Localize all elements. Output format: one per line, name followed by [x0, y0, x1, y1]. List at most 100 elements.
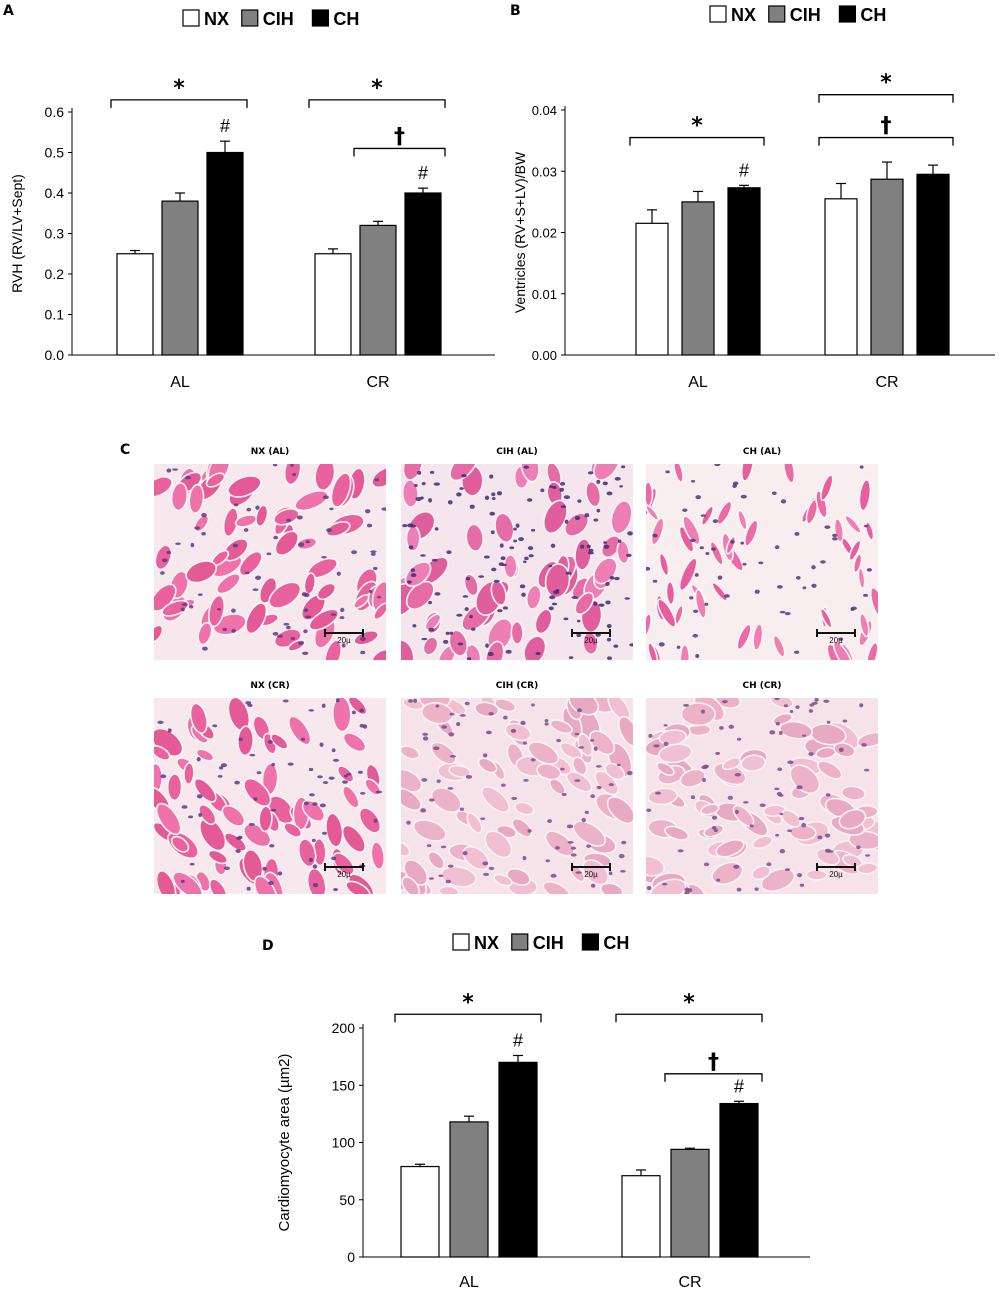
hash-annotation: # — [739, 160, 749, 180]
legend: NX CIH CH — [709, 5, 886, 25]
bar-al-nx — [400, 1165, 440, 1258]
micrograph-title: CIH (AL) — [496, 447, 538, 457]
y-tick-label: 200 — [332, 1020, 356, 1036]
tissue-image — [401, 698, 633, 894]
x-tick-label: CR — [875, 374, 898, 391]
y-tick-label: 0.3 — [45, 226, 65, 242]
scale-label: 20µ — [829, 870, 843, 879]
y-axis-label: Cardiomyocyte area (µm2) — [276, 1054, 293, 1232]
micrograph-title: NX (CR) — [250, 681, 290, 691]
chart-ventricles-bw: NX CIH CH 0.00 0.01 0.02 0.03 0.04 Ventricles (R… — [512, 5, 995, 391]
y-tick-label: 50 — [339, 1192, 355, 1208]
dagger-annotation: † — [881, 114, 892, 139]
y-axis-label: RVH (RV/LV+Sept) — [9, 174, 25, 293]
legend-label: NX — [731, 5, 756, 25]
panel-label-c: C — [120, 442, 131, 458]
significance-bracket — [664, 1073, 763, 1082]
bar-cr-nx — [824, 198, 858, 356]
significance-bracket — [818, 136, 954, 146]
legend-swatch — [311, 9, 329, 27]
bar-al-ch — [498, 1061, 538, 1258]
dagger-annotation: † — [708, 1050, 719, 1075]
significance-bracket — [818, 94, 954, 103]
dagger-annotation: † — [394, 124, 405, 149]
bar-al-cih — [449, 1121, 489, 1258]
asterisk-annotation: * — [173, 76, 185, 101]
significance-bracket — [353, 147, 446, 157]
bar-al-ch — [727, 187, 761, 356]
legend-swatch — [511, 933, 529, 951]
x-tick-label: AL — [459, 1274, 479, 1291]
legend-item-ch: CH — [311, 9, 359, 29]
y-tick-label: 0 — [347, 1249, 355, 1265]
y-tick-label: 0.02 — [532, 226, 557, 241]
hash-annotation: # — [513, 1030, 523, 1050]
legend-item-ch: CH — [581, 933, 629, 953]
legend-item-ch: CH — [838, 5, 886, 25]
y-tick-label: 0.00 — [532, 348, 557, 363]
significance-bracket — [629, 136, 765, 146]
panel-label-a: A — [3, 3, 14, 19]
bar-al-nx — [116, 253, 154, 356]
legend-label: CH — [860, 5, 886, 25]
bar-cr-cih — [870, 178, 904, 356]
asterisk-annotation: * — [371, 76, 383, 101]
micrograph-nx-al: NX (AL) 20µ — [154, 447, 386, 660]
legend: NX CIH CH — [452, 933, 629, 953]
asterisk-annotation: * — [880, 71, 892, 96]
bar-cr-cih — [359, 224, 397, 356]
legend-swatch — [241, 9, 259, 27]
scale-bar: 20µ — [816, 629, 856, 648]
micrograph-nx-cr: NX (CR) 20µ — [154, 681, 386, 894]
legend-swatch — [709, 5, 727, 23]
bar-al-nx — [635, 222, 669, 356]
bar-al-cih — [161, 200, 199, 356]
legend-label: CIH — [263, 9, 294, 29]
panel-label-d: D — [262, 938, 274, 954]
significance-bracket — [308, 99, 446, 108]
hash-annotation: # — [734, 1076, 744, 1096]
legend-swatch — [838, 5, 856, 23]
y-tick-label: 0.04 — [532, 103, 557, 118]
tissue-image — [154, 464, 386, 660]
legend-item-cih: CIH — [768, 5, 821, 25]
scale-label: 20µ — [584, 870, 598, 879]
micrograph-title: CH (AL) — [742, 447, 782, 457]
chart-cardiomyocyte-area: NX CIH CH 0 50 100 150 200 Cardiomyocyte area (µ… — [276, 933, 810, 1291]
legend-label: CIH — [533, 933, 564, 953]
legend-swatch — [768, 5, 786, 23]
y-tick-label: 0.03 — [532, 164, 557, 179]
asterisk-annotation: * — [683, 990, 695, 1015]
significance-bracket — [394, 1013, 542, 1023]
tissue-image — [646, 698, 878, 894]
hash-annotation: # — [418, 163, 428, 183]
micrograph-cih-al: CIH (AL) 20µ — [401, 447, 633, 660]
y-tick-label: 0.4 — [45, 185, 65, 201]
panel-label-b: B — [510, 3, 521, 19]
chart-rvh: NX CIH CH 0.0 0.1 0.2 0.3 0.4 0.5 0.6 RVH (RV/LV+S… — [9, 9, 495, 391]
micrograph-grid: NX (AL) 20µ CIH (AL) 20µ CH (AL) 20µ NX … — [154, 444, 886, 896]
legend-label: NX — [204, 9, 229, 29]
y-tick-label: 100 — [332, 1135, 356, 1151]
hash-annotation: # — [220, 116, 230, 136]
bar-cr-ch — [719, 1102, 759, 1258]
scale-label: 20µ — [337, 870, 351, 879]
y-tick-label: 150 — [332, 1077, 356, 1093]
legend-swatch — [581, 933, 599, 951]
legend-item-nx: NX — [182, 9, 229, 29]
x-tick-label: CR — [678, 1274, 701, 1291]
bar-al-cih — [681, 201, 715, 356]
micrograph-cih-cr: CIH (CR) 20µ — [401, 681, 633, 894]
significance-bracket — [110, 99, 248, 108]
bar-cr-nx — [314, 253, 352, 356]
legend-item-nx: NX — [452, 933, 499, 953]
x-tick-label: CR — [366, 374, 389, 391]
tissue-image — [646, 464, 878, 660]
legend-label: CH — [603, 933, 629, 953]
micrograph-title: CIH (CR) — [495, 681, 539, 691]
y-tick-label: 0.0 — [45, 347, 65, 363]
micrograph-ch-al: CH (AL) 20µ — [646, 447, 878, 660]
micrograph-ch-cr: CH (CR) 20µ — [646, 681, 878, 894]
legend-swatch — [452, 933, 470, 951]
scale-label: 20µ — [337, 636, 351, 645]
